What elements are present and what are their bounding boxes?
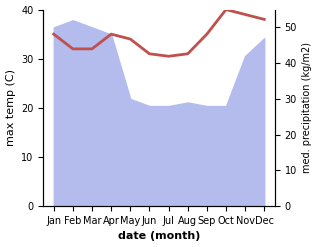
Y-axis label: max temp (C): max temp (C) — [5, 69, 16, 146]
Y-axis label: med. precipitation (kg/m2): med. precipitation (kg/m2) — [302, 42, 313, 173]
X-axis label: date (month): date (month) — [118, 231, 200, 242]
